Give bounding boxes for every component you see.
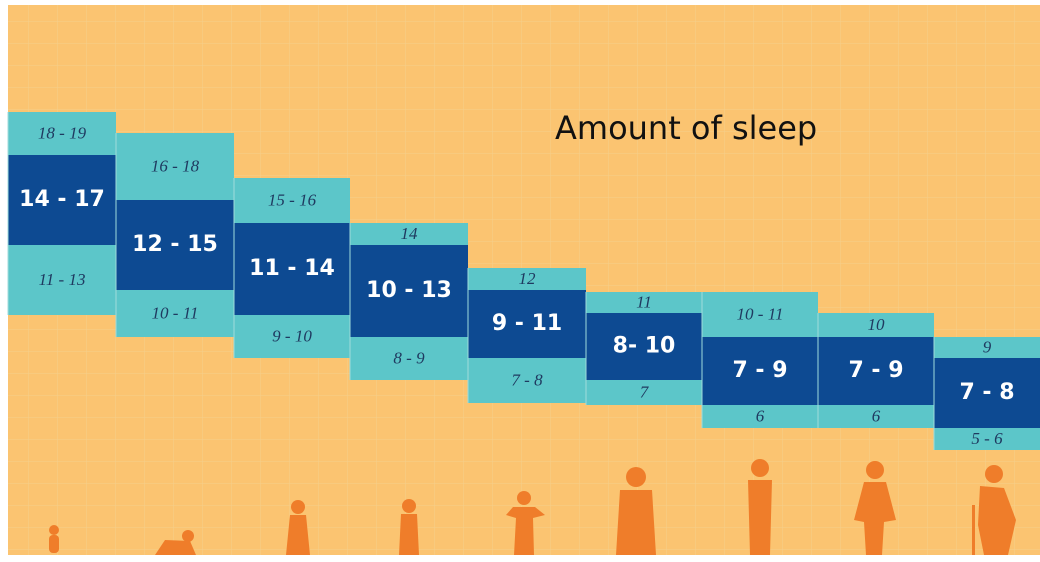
upper-label: 16 - 18 bbox=[151, 156, 200, 175]
lower-label: 5 - 6 bbox=[971, 429, 1003, 448]
main-cell bbox=[702, 337, 818, 405]
lower-label: 10 - 11 bbox=[152, 303, 199, 322]
upper-cell bbox=[702, 292, 818, 337]
upper-cell bbox=[586, 292, 702, 313]
main-cell bbox=[8, 155, 116, 245]
upper-label: 9 bbox=[983, 337, 992, 356]
main-label: 8- 10 bbox=[613, 334, 676, 359]
upper-label: 15 - 16 bbox=[268, 190, 317, 209]
lower-label: 6 bbox=[756, 406, 765, 425]
upper-label: 10 bbox=[868, 315, 886, 334]
columns: 18 - 19 14 - 17 11 - 13 16 - 18 12 - 15 10 - … bbox=[7, 112, 1040, 450]
main-cell bbox=[468, 290, 586, 358]
main-label: 14 - 17 bbox=[19, 187, 105, 212]
main-label: 12 - 15 bbox=[132, 232, 218, 257]
lower-cell bbox=[350, 337, 468, 380]
upper-cell bbox=[8, 112, 116, 155]
lower-label: 8 - 9 bbox=[393, 348, 425, 367]
lower-label: 6 bbox=[872, 406, 881, 425]
lower-label: 7 - 8 bbox=[511, 370, 543, 389]
silhouettes bbox=[49, 459, 1016, 555]
title: Amount of sleep bbox=[555, 109, 817, 147]
lower-label: 7 bbox=[640, 382, 650, 401]
upper-cell bbox=[116, 133, 234, 200]
main-cell bbox=[116, 200, 234, 290]
upper-cell bbox=[350, 223, 468, 245]
lower-cell bbox=[934, 428, 1040, 450]
main-label: 7 - 9 bbox=[732, 358, 787, 383]
lower-cell bbox=[702, 405, 818, 428]
main-cell bbox=[934, 358, 1040, 428]
upper-label: 18 - 19 bbox=[38, 123, 87, 142]
main-cell bbox=[234, 223, 350, 315]
upper-cell bbox=[468, 268, 586, 290]
lower-label: 9 - 10 bbox=[272, 326, 312, 345]
main-label: 11 - 14 bbox=[249, 256, 335, 281]
main-label: 10 - 13 bbox=[366, 278, 452, 303]
upper-label: 14 bbox=[401, 224, 419, 243]
lower-cell bbox=[586, 380, 702, 405]
main-cell bbox=[586, 313, 702, 380]
upper-label: 10 - 11 bbox=[737, 304, 784, 323]
lower-cell bbox=[818, 405, 934, 428]
upper-cell bbox=[818, 313, 934, 337]
lower-label: 11 - 13 bbox=[39, 270, 86, 289]
lower-cell bbox=[234, 315, 350, 358]
main-cell bbox=[818, 337, 934, 405]
upper-cell bbox=[934, 337, 1040, 358]
lower-cell bbox=[116, 290, 234, 337]
lower-cell bbox=[8, 245, 116, 315]
main-label: 7 - 9 bbox=[848, 358, 903, 383]
upper-cell bbox=[234, 178, 350, 223]
main-label: 7 - 8 bbox=[959, 380, 1014, 405]
main-label: 9 - 11 bbox=[492, 311, 562, 336]
upper-label: 12 bbox=[519, 269, 537, 288]
upper-label: 11 bbox=[636, 292, 652, 311]
main-cell bbox=[350, 245, 468, 337]
lower-cell bbox=[468, 358, 586, 403]
